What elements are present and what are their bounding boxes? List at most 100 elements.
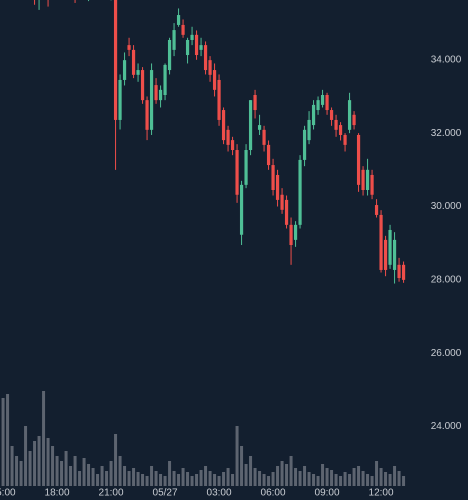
volume-bar — [123, 466, 127, 486]
candle-body — [379, 214, 383, 270]
volume-bar — [339, 476, 343, 486]
volume-bar — [348, 474, 352, 486]
volume-bar — [46, 438, 50, 486]
candle-body — [172, 30, 176, 50]
axes: 24.000 26.000 28.000 30.000 32.000 34.000 15:0… — [0, 54, 462, 498]
volume-bar — [276, 466, 280, 486]
volume-bar — [69, 466, 73, 486]
y-tick-label: 24.000 — [431, 421, 462, 432]
candle-body — [185, 39, 190, 56]
volume-bar — [253, 468, 257, 486]
x-tick-label: 15:00 — [0, 488, 16, 499]
candle-body — [194, 34, 199, 56]
candle-body — [289, 224, 293, 246]
candle-body — [217, 79, 221, 120]
volume-bar — [87, 464, 91, 486]
candle-body — [253, 94, 257, 111]
candle-body — [325, 94, 329, 111]
volume-bar — [186, 472, 190, 486]
candle-body — [275, 174, 280, 200]
volume-bar — [379, 468, 383, 486]
volume-bar — [15, 456, 19, 486]
volume-bar — [73, 456, 77, 486]
candle-body — [203, 45, 208, 71]
candle-body — [163, 64, 167, 95]
volume-bar — [294, 468, 298, 486]
volume-bar — [37, 436, 41, 486]
volume-bar — [168, 461, 172, 486]
volume-bar — [24, 426, 28, 486]
candle-body — [352, 114, 356, 126]
volume-bar — [1, 398, 5, 486]
candle-body — [131, 49, 136, 75]
volume-bar — [343, 472, 347, 486]
volume-bar — [235, 426, 239, 486]
volume-bar — [19, 461, 23, 486]
candle-body — [176, 15, 181, 25]
candle-body — [383, 239, 388, 270]
volume-bar — [334, 474, 338, 486]
volume-bar — [132, 468, 136, 486]
volume-bar — [249, 456, 253, 486]
candle-body — [361, 169, 365, 190]
volume-bar — [222, 472, 226, 486]
candle-body — [154, 85, 158, 101]
volume-bar — [42, 391, 46, 486]
candle-body — [208, 60, 212, 75]
volume-bar — [64, 451, 68, 486]
volume-bar — [388, 474, 392, 486]
candle-body — [244, 150, 248, 185]
volume-bar — [199, 470, 203, 486]
candle-body — [271, 165, 275, 190]
volume-pane — [1, 391, 406, 486]
volume-bar — [145, 476, 149, 486]
volume-bar — [82, 458, 86, 486]
volume-bar — [217, 476, 221, 486]
volume-bar — [163, 476, 167, 486]
volume-bar — [109, 461, 113, 486]
volume-bar — [55, 456, 59, 486]
candle-body — [190, 34, 194, 40]
candle-body — [298, 159, 302, 225]
y-tick-label: 28.000 — [431, 275, 462, 286]
candle-body — [262, 129, 266, 145]
volume-bar — [271, 472, 275, 486]
candle-body — [149, 70, 154, 130]
volume-bar — [33, 441, 37, 486]
y-tick-label: 26.000 — [431, 348, 462, 359]
volume-bar — [325, 468, 329, 486]
volume-bar — [141, 474, 145, 486]
volume-bar — [114, 434, 118, 486]
volume-bar — [181, 468, 185, 486]
volume-bar — [244, 464, 248, 486]
volume-bar — [6, 394, 10, 486]
candle-body — [248, 100, 253, 151]
volume-bar — [204, 466, 208, 486]
candle-body — [388, 229, 392, 265]
volume-bar — [159, 474, 163, 486]
volume-bar — [136, 472, 140, 486]
volume-bar — [316, 476, 320, 486]
candle-body — [280, 194, 284, 210]
candle-body — [266, 144, 271, 166]
volume-bar — [190, 476, 194, 486]
volume-bar — [393, 466, 397, 486]
candle-body — [397, 264, 401, 279]
candle-body — [320, 94, 325, 105]
volume-bar — [10, 446, 14, 486]
candle-body — [199, 45, 203, 50]
volume-bar — [28, 451, 32, 486]
volume-bar — [226, 468, 230, 486]
candle-body — [329, 110, 334, 120]
volume-bar — [195, 474, 199, 486]
candle-body — [158, 89, 163, 101]
volume-bar — [100, 466, 104, 486]
candle-body — [136, 70, 140, 75]
x-tick-label: 06:00 — [261, 488, 286, 499]
volume-bar — [312, 474, 316, 486]
candle-body — [311, 104, 316, 126]
volume-bar — [289, 456, 293, 486]
candle-body — [127, 45, 131, 50]
